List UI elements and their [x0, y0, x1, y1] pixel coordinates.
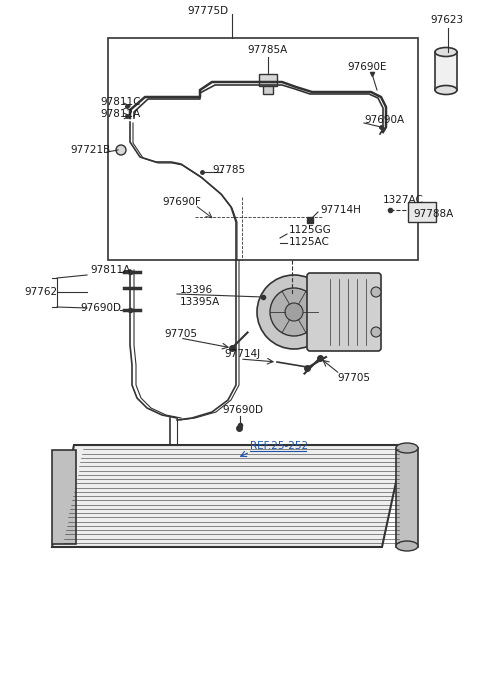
Bar: [408, 202, 436, 222]
Text: 97690D: 97690D: [222, 405, 263, 415]
Text: REF.25-252: REF.25-252: [250, 441, 308, 451]
Text: 97690A: 97690A: [364, 115, 404, 125]
FancyBboxPatch shape: [307, 273, 381, 351]
Text: 97714H: 97714H: [320, 205, 361, 215]
Text: 1125AC: 1125AC: [289, 237, 330, 247]
Text: 1327AC: 1327AC: [383, 195, 424, 205]
Text: 97788A: 97788A: [413, 209, 453, 219]
Text: 97623: 97623: [430, 15, 463, 25]
Bar: [263, 86, 273, 94]
Bar: [396, 448, 418, 547]
Bar: [259, 74, 277, 86]
Ellipse shape: [435, 47, 457, 57]
Text: 97721B: 97721B: [70, 145, 110, 155]
Text: 97811C: 97811C: [100, 97, 141, 107]
Text: 97785A: 97785A: [248, 45, 288, 55]
Text: 97690D: 97690D: [80, 303, 121, 313]
Text: 97775D: 97775D: [187, 6, 228, 16]
Polygon shape: [52, 445, 404, 547]
Ellipse shape: [396, 541, 418, 551]
Circle shape: [371, 327, 381, 337]
Text: 1125GG: 1125GG: [289, 225, 332, 235]
Text: 97705: 97705: [337, 373, 370, 383]
Ellipse shape: [435, 86, 457, 94]
Ellipse shape: [396, 443, 418, 453]
Text: 97785: 97785: [212, 165, 245, 175]
Text: 97714J: 97714J: [224, 349, 260, 359]
Circle shape: [285, 303, 303, 321]
Circle shape: [371, 287, 381, 297]
Text: 97811A: 97811A: [90, 265, 130, 275]
Circle shape: [257, 275, 331, 349]
Circle shape: [116, 145, 126, 155]
Bar: [435, 52, 457, 90]
Text: 97812A: 97812A: [100, 109, 140, 119]
Text: 13395A: 13395A: [180, 297, 220, 307]
Circle shape: [270, 288, 318, 336]
Text: 13396: 13396: [180, 285, 213, 295]
Bar: [108, 38, 418, 260]
Text: 97690F: 97690F: [162, 197, 201, 207]
Text: 97705: 97705: [164, 329, 197, 339]
Text: 97762: 97762: [24, 287, 57, 297]
Text: 97690E: 97690E: [347, 62, 386, 72]
Bar: [52, 450, 76, 544]
